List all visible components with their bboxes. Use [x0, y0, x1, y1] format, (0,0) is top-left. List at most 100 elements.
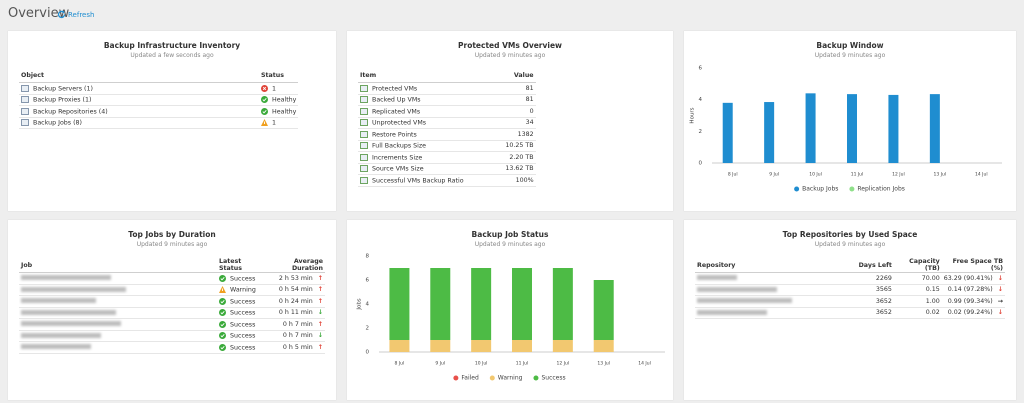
- y-tick-label: 4: [699, 97, 703, 103]
- table-row: Source VMs Size 13.62 TB: [358, 163, 536, 175]
- table-row: Success 0 h 7 min ↑: [19, 318, 325, 331]
- header-row: Object Status: [19, 69, 299, 83]
- status-icon: [261, 107, 268, 115]
- object-icon: [360, 84, 368, 92]
- item-name: Full Backups Size: [372, 142, 427, 150]
- item-cell: Backed Up VMs: [358, 94, 466, 106]
- capacity: 1.00: [893, 295, 942, 308]
- bar-segment: [593, 340, 614, 352]
- icon-shape: [219, 343, 226, 351]
- value-cell: 100%: [465, 174, 536, 187]
- bar-segment: [552, 340, 573, 352]
- trend-arrow: ↑: [317, 286, 323, 294]
- bar-segment: [430, 340, 451, 352]
- refresh-link[interactable]: Refresh: [68, 11, 95, 19]
- panel-title: Backup Window: [816, 41, 884, 50]
- free-space: 0.02 (99.24%): [947, 309, 993, 317]
- value-cell: 13.62 TB: [465, 163, 536, 175]
- status-cell: Healthy: [259, 105, 299, 118]
- icon-shape: [219, 274, 226, 282]
- job-cell: [19, 307, 217, 319]
- legend-swatch: [533, 375, 539, 381]
- y-tick-label: 2: [699, 129, 703, 135]
- object-cell: Backup Servers (1): [19, 82, 259, 95]
- duration: 0 h 7 min: [282, 320, 313, 328]
- redacted-name: [21, 286, 126, 292]
- y-tick-label: 0: [699, 161, 703, 167]
- status-icon: [261, 84, 268, 92]
- panel-subtitle: Updated 9 minutes ago: [136, 241, 208, 248]
- status-text: Success: [230, 275, 256, 282]
- table-row: Backup Servers (1) 1: [19, 82, 299, 95]
- bar-segment: [552, 268, 573, 340]
- table-row: 3565 0.15 0.14 (97.28%) ↓: [695, 284, 1005, 296]
- column-header: Capacity (TB): [893, 258, 942, 273]
- table-row: Success 0 h 24 min ↑: [19, 295, 325, 308]
- y-tick-label: 6: [366, 278, 370, 284]
- icon-shape: [360, 153, 368, 161]
- duration-cell: 0 h 54 min ↑: [265, 284, 325, 296]
- status-cell: Success: [217, 272, 265, 285]
- icon-shape: [261, 96, 268, 103]
- status-text: 1: [272, 119, 277, 127]
- x-tick-label: 10 Jul: [809, 172, 822, 178]
- object-icon: [21, 119, 29, 126]
- column-header: Free Space TB (%): [941, 258, 1005, 273]
- item-cell: Protected VMs: [358, 82, 466, 95]
- status-icon: [219, 286, 226, 293]
- legend-label: Replication Jobs: [857, 186, 904, 193]
- status-cell: Warning: [217, 284, 265, 296]
- refresh-icon[interactable]: [57, 10, 66, 19]
- status-icon: [219, 320, 226, 328]
- free-space-cell: 63.29 (90.41%) ↓: [941, 272, 1005, 285]
- table-row: Success 2 h 53 min ↑: [19, 272, 325, 285]
- panel: Backup Infrastructure Inventory Updated …: [8, 31, 336, 211]
- item-cell: Full Backups Size: [358, 140, 466, 152]
- trend-arrow: ↓: [997, 286, 1003, 294]
- x-tick-label: 14 Jul: [975, 172, 988, 178]
- item-name: Replicated VMs: [372, 108, 421, 115]
- icon-shape: [360, 84, 368, 92]
- status-icon: [261, 119, 268, 126]
- item-name: Protected VMs: [372, 85, 418, 92]
- table-row: Success 0 h 7 min ↓: [19, 330, 325, 342]
- status-cell: Success: [217, 307, 265, 319]
- y-tick-label: 2: [366, 326, 370, 332]
- status-icon: [261, 96, 268, 103]
- free-space: 0.99 (99.34%): [947, 297, 993, 305]
- days-left: 2269: [854, 272, 894, 285]
- icon-shape: [360, 96, 368, 103]
- panel-subtitle: Updated a few seconds ago: [130, 52, 214, 59]
- table-row: Full Backups Size 10.25 TB: [358, 140, 536, 152]
- column-header: Days Left: [854, 258, 894, 273]
- icon-shape: [219, 309, 226, 316]
- trend-arrow: ↑: [317, 274, 323, 282]
- bar: [805, 93, 816, 163]
- x-tick-label: 13 Jul: [597, 361, 610, 367]
- icon-shape: [262, 86, 267, 90]
- bar-segment: [471, 340, 492, 352]
- icon-shape: [220, 299, 225, 303]
- icon-shape: [21, 119, 29, 126]
- column-header: Latest Status: [217, 258, 265, 273]
- object-icon: [360, 96, 368, 103]
- column-header: Repository: [695, 258, 855, 273]
- x-tick-label: 14 Jul: [638, 361, 651, 367]
- icon-shape: [360, 107, 368, 115]
- y-tick-label: 8: [366, 254, 370, 260]
- duration-cell: 0 h 5 min ↑: [265, 341, 325, 354]
- icon-shape: [220, 310, 225, 315]
- table-row: Replicated VMs 0: [358, 105, 536, 118]
- trend-arrow: ↓: [997, 274, 1003, 282]
- bar-segment: [389, 340, 410, 352]
- page-title: Overview: [8, 6, 70, 21]
- object-cell: Backup Repositories (4): [19, 105, 259, 118]
- value-cell: 0: [465, 105, 536, 118]
- repository-cell: [695, 284, 855, 296]
- repository-cell: [695, 307, 855, 319]
- status-cell: Success: [217, 318, 265, 331]
- status-text: 1: [272, 85, 277, 92]
- table-row: Protected VMs 81: [358, 82, 536, 95]
- table-row: Backup Repositories (4) Healthy: [19, 105, 299, 118]
- x-tick-label: 13 Jul: [934, 172, 947, 178]
